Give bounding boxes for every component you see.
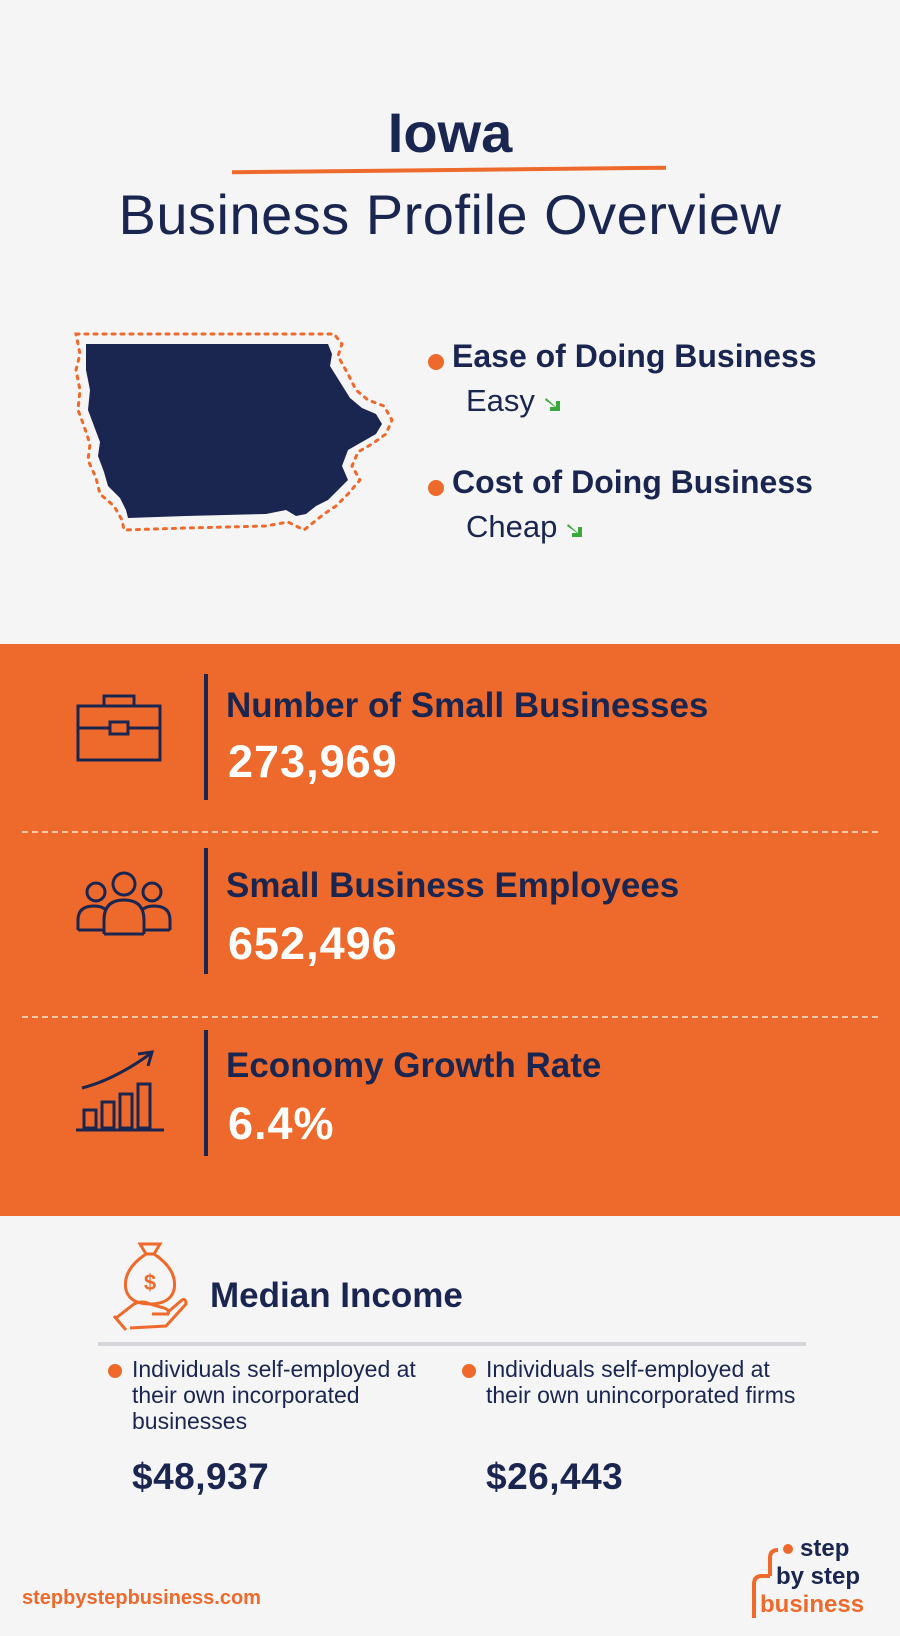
- median-income-divider: [98, 1342, 806, 1346]
- income-description: Individuals self-employed at their own i…: [132, 1356, 416, 1434]
- income-amount: $48,937: [132, 1456, 270, 1497]
- income-description: Individuals self-employed at their own u…: [486, 1356, 796, 1408]
- arrow-down-right-icon: [567, 524, 583, 537]
- svg-text:$: $: [144, 1270, 156, 1295]
- growth-chart-icon: [76, 1050, 164, 1132]
- site-url-link[interactable]: stepbystepbusiness.com: [22, 1587, 261, 1609]
- dashed-divider: [22, 831, 878, 833]
- stats-band: Number of Small Businesses 273,969 Small…: [0, 644, 900, 1216]
- logo-line-by-step: by step: [776, 1563, 860, 1590]
- step-by-step-business-logo: step by step business: [752, 1535, 864, 1618]
- bullet-dot: [428, 480, 444, 496]
- rating-value-text: Easy: [466, 383, 535, 418]
- income-amount: $26,443: [486, 1456, 624, 1497]
- logo-line-business: business: [760, 1591, 864, 1618]
- page-subtitle: Business Profile Overview: [118, 183, 782, 246]
- stat-divider-bar: [204, 674, 208, 800]
- stat-label: Number of Small Businesses: [226, 686, 709, 725]
- state-title: Iowa: [387, 101, 513, 164]
- stat-value: 273,969: [228, 736, 398, 787]
- stat-divider-bar: [204, 1030, 208, 1156]
- stat-value: 652,496: [228, 918, 398, 969]
- map-dotted-outline: [74, 332, 394, 532]
- rating-label: Cost of Doing Business: [452, 464, 813, 500]
- dashed-divider: [22, 1016, 878, 1018]
- rating-value: Cheap: [466, 509, 585, 545]
- bullet-dot: [462, 1364, 476, 1378]
- money-bag-hand-icon: $: [112, 1242, 188, 1331]
- logo-line-step: step: [800, 1535, 849, 1562]
- briefcase-icon: [76, 694, 162, 762]
- stat-label: Economy Growth Rate: [226, 1046, 602, 1085]
- rating-label: Ease of Doing Business: [452, 338, 817, 374]
- title-underline: [231, 165, 667, 175]
- stat-value: 6.4%: [228, 1098, 335, 1149]
- bullet-dot: [428, 354, 444, 370]
- iowa-map-icon: [74, 332, 394, 532]
- people-group-icon: [76, 871, 172, 936]
- median-income-title: Median Income: [210, 1276, 463, 1315]
- rating-value-text: Cheap: [466, 509, 558, 544]
- arrow-down-right-icon: [544, 398, 560, 411]
- rating-value: Easy: [466, 383, 563, 419]
- iowa-shape: [86, 344, 382, 518]
- stat-label: Small Business Employees: [226, 866, 680, 905]
- stat-divider-bar: [204, 848, 208, 974]
- bullet-dot: [108, 1364, 122, 1378]
